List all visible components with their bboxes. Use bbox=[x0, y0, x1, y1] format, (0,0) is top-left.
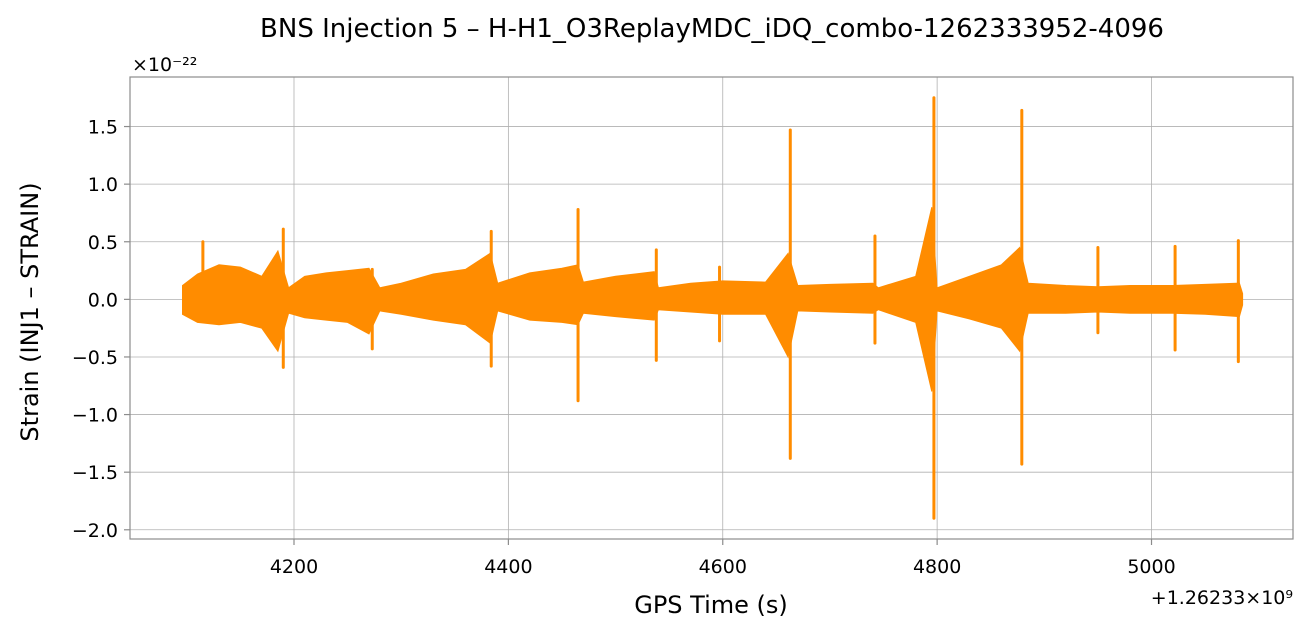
axes-frame bbox=[129, 76, 1294, 540]
y-tick-label: −1.5 bbox=[72, 462, 118, 484]
y-axis-label: Strain (INJ1 – STRAIN) bbox=[16, 182, 44, 441]
x-axis-ticks: 4200 4400 4600 4800 5000 bbox=[270, 539, 1176, 578]
x-tick-label: 4400 bbox=[484, 556, 532, 578]
y-tick-label: −1.0 bbox=[72, 405, 118, 427]
plot-area bbox=[182, 96, 1244, 520]
series-strain-spikes bbox=[201, 96, 1240, 520]
x-tick-label: 4800 bbox=[913, 556, 961, 578]
y-axis-ticks: −2.0 −1.5 −1.0 −0.5 0.0 0.5 1.0 1.5 bbox=[72, 117, 130, 542]
y-tick-label: 1.0 bbox=[88, 174, 118, 196]
y-tick-label: 0.5 bbox=[88, 232, 118, 254]
y-tick-label: 1.5 bbox=[88, 117, 118, 139]
y-tick-label: 0.0 bbox=[88, 289, 118, 311]
chart-title: BNS Injection 5 – H-H1_O3ReplayMDC_iDQ_c… bbox=[260, 14, 1164, 44]
y-tick-label: −2.0 bbox=[72, 520, 118, 542]
x-offset-label: +1.26233×10⁹ bbox=[1151, 587, 1293, 609]
x-tick-label: 4600 bbox=[699, 556, 747, 578]
series-strain-envelope bbox=[182, 207, 1244, 392]
y-tick-label: −0.5 bbox=[72, 347, 118, 369]
y-scale-label: ×10⁻²² bbox=[132, 54, 197, 76]
x-axis-label: GPS Time (s) bbox=[634, 591, 788, 619]
x-tick-label: 4200 bbox=[270, 556, 318, 578]
x-tick-label: 5000 bbox=[1127, 556, 1175, 578]
